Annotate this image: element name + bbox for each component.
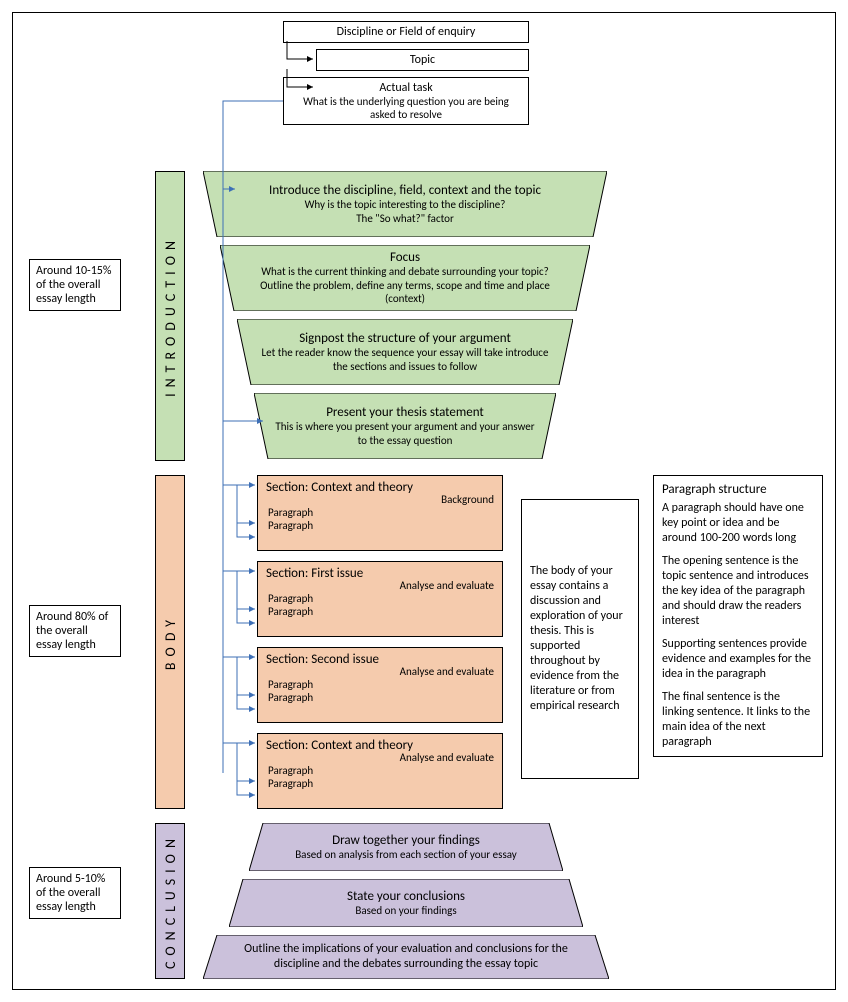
body-section-3: Section: Second issue Analyse and evalua… — [257, 647, 503, 723]
intro-trap-4: Present your thesis statement This is wh… — [254, 393, 556, 459]
intro1-title: Introduce the discipline, field, context… — [269, 183, 541, 198]
bar-conclusion: CONCLUSION — [155, 823, 185, 979]
c3-title: Outline the implications of your evaluat… — [231, 942, 581, 972]
bar-conclusion-label: CONCLUSION — [162, 833, 179, 969]
intro4-sub1: This is where you present your argument … — [274, 420, 536, 448]
body-note-text: The body of your essay contains a discus… — [530, 564, 630, 714]
c2-title: State your conclusions — [347, 889, 465, 904]
bar-intro-label: INTRODUCTION — [162, 235, 179, 397]
bar-body: BODY — [155, 475, 185, 809]
bs3-p1: Paragraph — [268, 678, 494, 691]
bs3-p2: Paragraph — [268, 691, 494, 704]
body-section-1: Section: Context and theory Background P… — [257, 475, 503, 551]
intro-trap-2: Focus What is the current thinking and d… — [220, 245, 590, 311]
intro2-sub2: Outline the problem, define any terms, s… — [240, 279, 570, 307]
intro1-sub2: The "So what?" factor — [356, 212, 454, 226]
ps-p3: Supporting sentences provide evidence an… — [662, 637, 814, 682]
concl-trap-3: Outline the implications of your evaluat… — [203, 935, 609, 979]
ps-p4: The final sentence is the linking senten… — [662, 690, 814, 750]
header-topic-box: Topic — [316, 49, 529, 71]
header-topic-title: Topic — [323, 53, 522, 67]
ps-title: Paragraph structure — [662, 482, 814, 497]
bs4-p1: Paragraph — [268, 764, 494, 777]
header-task-subtitle: What is the underlying question you are … — [290, 95, 522, 121]
bs1-p2: Paragraph — [268, 519, 494, 532]
concl-trap-2: State your conclusions Based on your fin… — [229, 879, 583, 927]
diagram-canvas: Discipline or Field of enquiry Topic Act… — [12, 12, 836, 990]
header-task-box: Actual task What is the underlying quest… — [283, 77, 529, 125]
intro3-sub1: Let the reader know the sequence your es… — [257, 346, 553, 374]
c1-sub: Based on analysis from each section of y… — [295, 848, 517, 862]
bs2-p1: Paragraph — [268, 592, 494, 605]
intro2-sub1: What is the current thinking and debate … — [261, 265, 549, 279]
side-note-body: Around 80% of the overall essay length — [29, 605, 121, 657]
bs2-p2: Paragraph — [268, 605, 494, 618]
body-note-box: The body of your essay contains a discus… — [521, 499, 639, 779]
body-section-4: Section: Context and theory Analyse and … — [257, 733, 503, 809]
bs1-p1: Paragraph — [268, 506, 494, 519]
bs4-p2: Paragraph — [268, 777, 494, 790]
intro-trap-1: Introduce the discipline, field, context… — [203, 171, 607, 237]
c2-sub: Based on your findings — [355, 904, 456, 918]
side-note-intro: Around 10-15% of the overall essay lengt… — [29, 259, 121, 311]
intro-trap-3: Signpost the structure of your argument … — [237, 319, 573, 385]
header-discipline-box: Discipline or Field of enquiry — [283, 21, 529, 43]
body-section-2: Section: First issue Analyse and evaluat… — [257, 561, 503, 637]
intro3-title: Signpost the structure of your argument — [299, 331, 511, 346]
para-structure-box: Paragraph structure A paragraph should h… — [653, 475, 823, 757]
intro2-title: Focus — [390, 250, 420, 265]
bar-body-label: BODY — [162, 614, 179, 670]
ps-p2: The opening sentence is the topic senten… — [662, 554, 814, 629]
ps-p1: A paragraph should have one key point or… — [662, 501, 814, 546]
intro1-sub1: Why is the topic interesting to the disc… — [305, 198, 506, 212]
concl-trap-1: Draw together your findings Based on ana… — [249, 823, 563, 871]
side-note-conclusion: Around 5-10% of the overall essay length — [29, 867, 121, 919]
header-discipline-title: Discipline or Field of enquiry — [290, 25, 522, 39]
c1-title: Draw together your findings — [332, 833, 480, 848]
bar-intro: INTRODUCTION — [155, 171, 185, 461]
header-task-title: Actual task — [290, 81, 522, 95]
intro4-title: Present your thesis statement — [326, 405, 484, 420]
